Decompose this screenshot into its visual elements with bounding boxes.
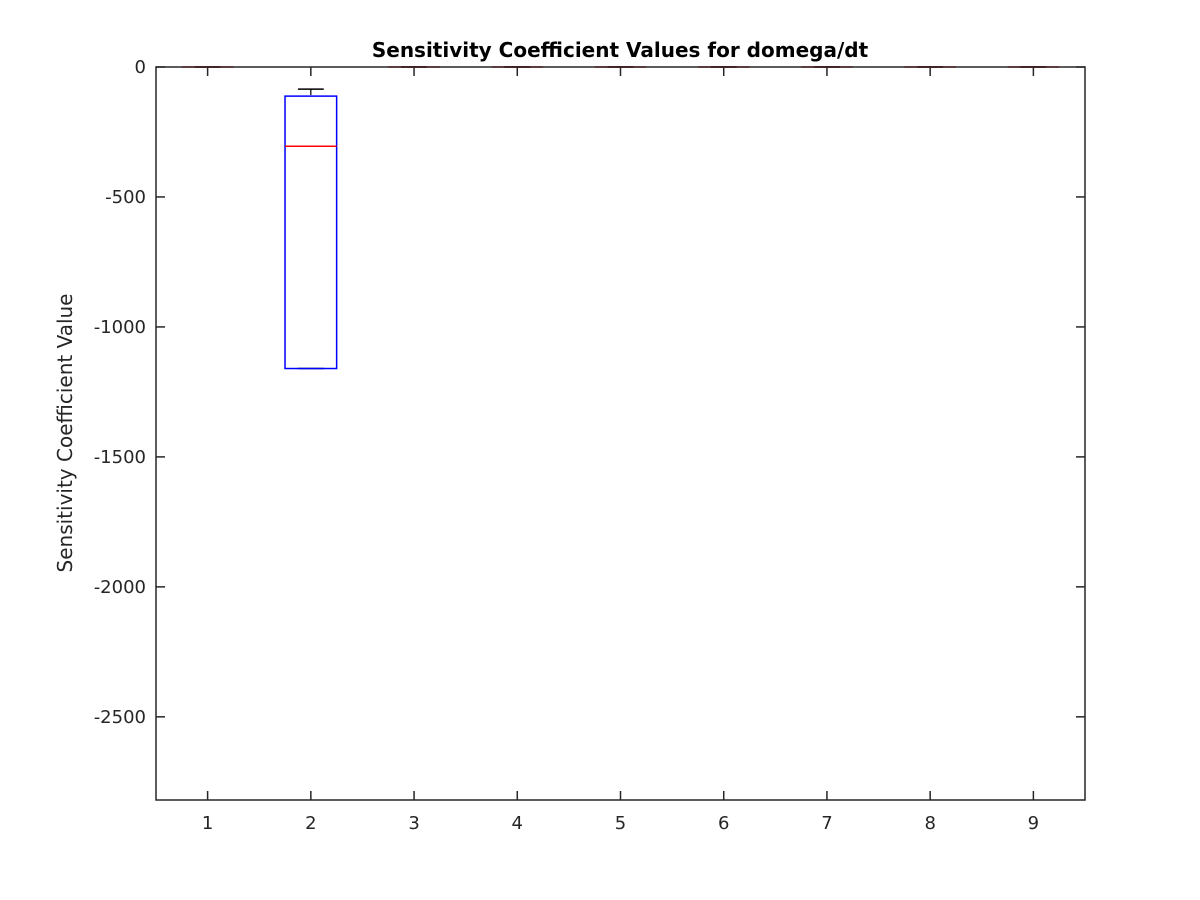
box-body (284, 95, 338, 370)
y-tick-label: -1500 (94, 447, 146, 468)
y-tick-label: -2000 (94, 577, 146, 598)
y-axis: 0 -500 -1000 -1500 -2000 -2500 (94, 57, 1085, 728)
y-axis-title: Sensitivity Coefficient Value (53, 294, 77, 573)
x-tick-label: 9 (1028, 813, 1039, 834)
x-axis: 1 2 3 4 5 6 7 8 9 (202, 67, 1039, 834)
y-tick-label: -2500 (94, 707, 146, 728)
x-tick-label: 4 (512, 813, 523, 834)
chart-title: Sensitivity Coefficient Values for domeg… (372, 38, 869, 62)
y-tick-label: -500 (105, 187, 146, 208)
x-tick-label: 5 (615, 813, 626, 834)
x-tick-label: 7 (821, 813, 832, 834)
y-tick-label: 0 (135, 57, 146, 78)
x-tick-label: 3 (408, 813, 419, 834)
y-tick-label: -1000 (94, 317, 146, 338)
x-tick-label: 1 (202, 813, 213, 834)
x-tick-label: 8 (924, 813, 935, 834)
box-2 (284, 88, 338, 370)
x-tick-label: 2 (305, 813, 316, 834)
x-tick-label: 6 (718, 813, 729, 834)
